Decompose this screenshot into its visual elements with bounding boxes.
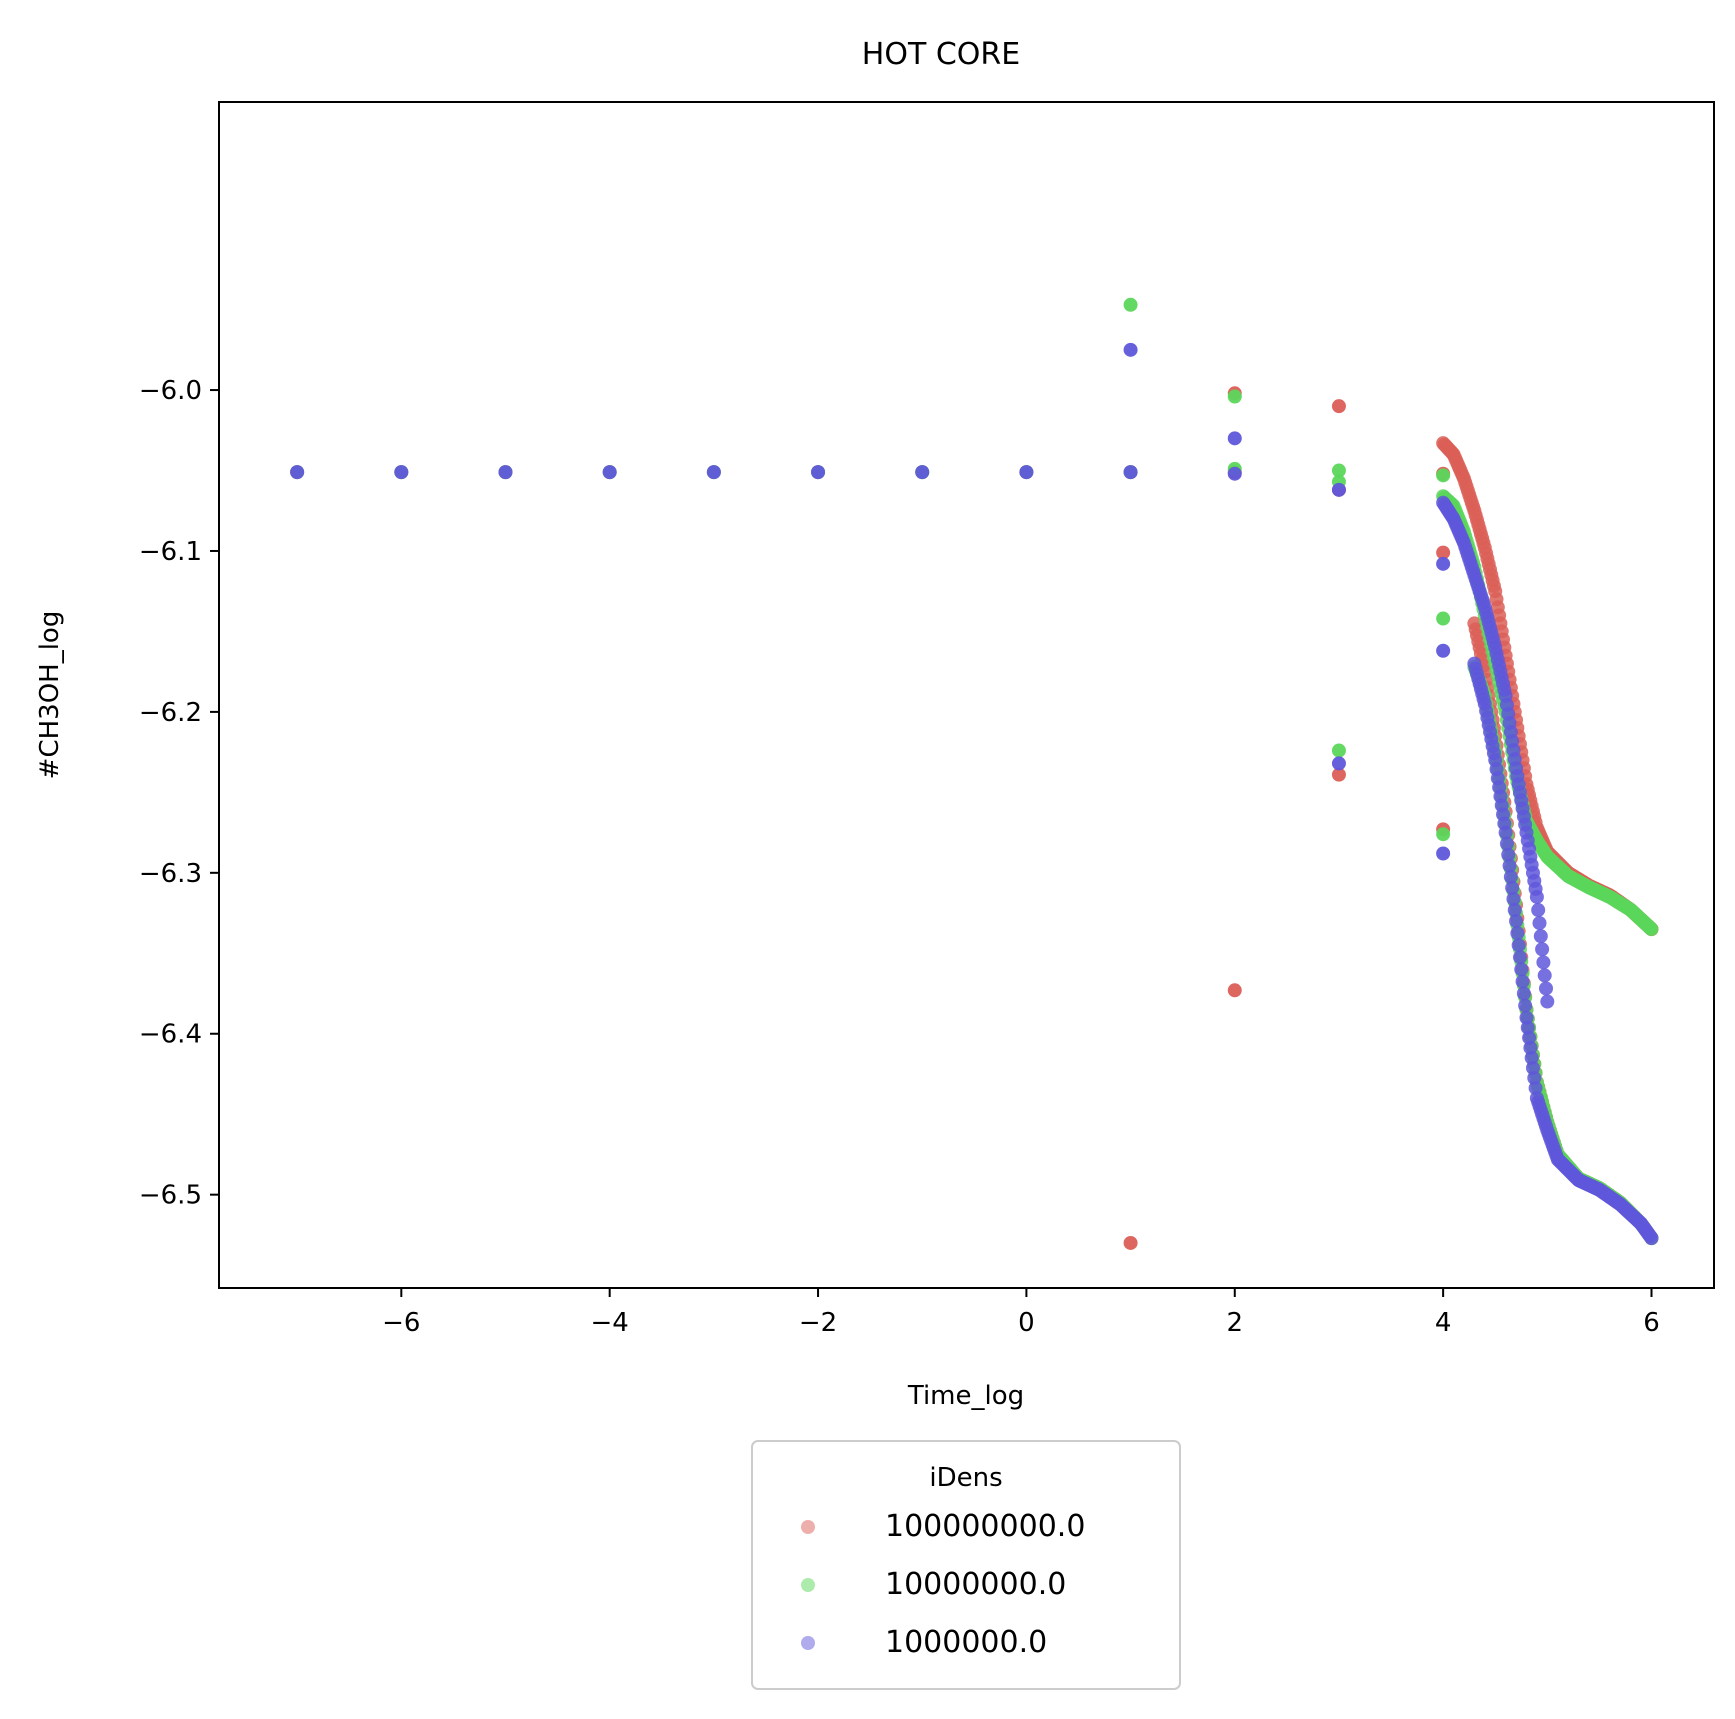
curve-point: [1505, 880, 1520, 895]
data-point: [706, 465, 721, 480]
legend-box: [751, 1440, 1181, 1690]
data-point: [1331, 399, 1346, 414]
x-tick-label: −2: [799, 1308, 837, 1338]
legend-label: 10000000.0: [885, 1567, 1066, 1602]
data-point: [811, 465, 826, 480]
curve-point: [1507, 903, 1522, 918]
curve-point: [1510, 926, 1525, 941]
data-point: [1331, 756, 1346, 771]
data-point: [498, 465, 513, 480]
data-point: [1227, 466, 1242, 481]
curve-point: [1529, 889, 1544, 904]
curve-point: [1515, 974, 1530, 989]
x-axis-label: Time_log: [907, 1381, 1024, 1411]
y-tick-label: −6.2: [139, 698, 202, 728]
curve-point: [1506, 891, 1521, 906]
legend-marker: [801, 1578, 815, 1592]
curve-point: [1512, 950, 1527, 965]
y-tick-label: −6.4: [139, 1020, 202, 1050]
data-point: [1331, 482, 1346, 497]
data-point: [1331, 743, 1346, 758]
curve-point: [1514, 962, 1529, 977]
curve-point: [1501, 847, 1516, 862]
x-tick-label: 4: [1435, 1308, 1452, 1338]
y-tick-label: −6.5: [139, 1181, 202, 1211]
legend-marker: [801, 1636, 815, 1650]
curve-point: [1498, 825, 1513, 840]
data-point: [1436, 556, 1451, 571]
data-point: [1123, 1235, 1138, 1250]
curve-point: [1644, 1231, 1659, 1246]
x-tick-label: 6: [1643, 1308, 1660, 1338]
data-point: [1227, 983, 1242, 998]
curve-point: [1511, 938, 1526, 953]
curve-point: [1533, 929, 1548, 944]
data-point: [1331, 767, 1346, 782]
y-tick-label: −6.0: [139, 376, 202, 406]
data-point: [915, 465, 930, 480]
curve-point: [1503, 869, 1518, 884]
chart-title: HOT CORE: [862, 37, 1020, 72]
x-tick-label: −4: [591, 1308, 629, 1338]
data-point: [1436, 643, 1451, 658]
data-points: [290, 297, 1659, 1250]
data-point: [1019, 465, 1034, 480]
plot-area-frame: [218, 101, 1715, 1289]
curve-point: [1539, 981, 1554, 996]
legend-label: 1000000.0: [885, 1625, 1047, 1660]
curve-point: [1532, 916, 1547, 931]
x-axis: −6 −4 −2 0 2 4 6: [382, 1288, 1660, 1338]
legend: iDens 100000000.0 10000000.0 1000000.0: [751, 1440, 1181, 1690]
legend-title: iDens: [929, 1463, 1002, 1493]
y-axis-label: #CH3OH_log: [35, 611, 65, 780]
data-point: [1227, 389, 1242, 404]
curve-point: [1509, 914, 1524, 929]
data-point: [602, 465, 617, 480]
data-point: [1436, 846, 1451, 861]
data-point: [1436, 545, 1451, 560]
data-point: [1331, 463, 1346, 478]
curve-point: [1537, 968, 1552, 983]
data-point: [1436, 611, 1451, 626]
curve-point: [1518, 998, 1533, 1013]
data-point: [290, 465, 305, 480]
data-point: [1436, 827, 1451, 842]
x-tick-label: 2: [1226, 1308, 1243, 1338]
data-point: [1227, 431, 1242, 446]
data-point: [1436, 468, 1451, 483]
curve-point: [1531, 903, 1546, 918]
data-point: [1123, 342, 1138, 357]
x-tick-label: −6: [382, 1308, 420, 1338]
curve-point: [1540, 994, 1555, 1009]
data-point: [1123, 465, 1138, 480]
data-point: [394, 465, 409, 480]
y-tick-label: −6.3: [139, 859, 202, 889]
curve-point: [1502, 858, 1517, 873]
curve-point: [1536, 955, 1551, 970]
legend-marker: [801, 1520, 815, 1534]
curve-point: [1535, 942, 1550, 957]
x-tick-label: 0: [1018, 1308, 1035, 1338]
legend-label: 100000000.0: [885, 1509, 1085, 1544]
curve-point: [1499, 836, 1514, 851]
curve-point: [1644, 922, 1659, 937]
y-axis: −6.0 −6.1 −6.2 −6.3 −6.4 −6.5: [139, 376, 219, 1211]
curve-point: [1516, 986, 1531, 1001]
data-point: [1123, 297, 1138, 312]
y-tick-label: −6.1: [139, 537, 202, 567]
